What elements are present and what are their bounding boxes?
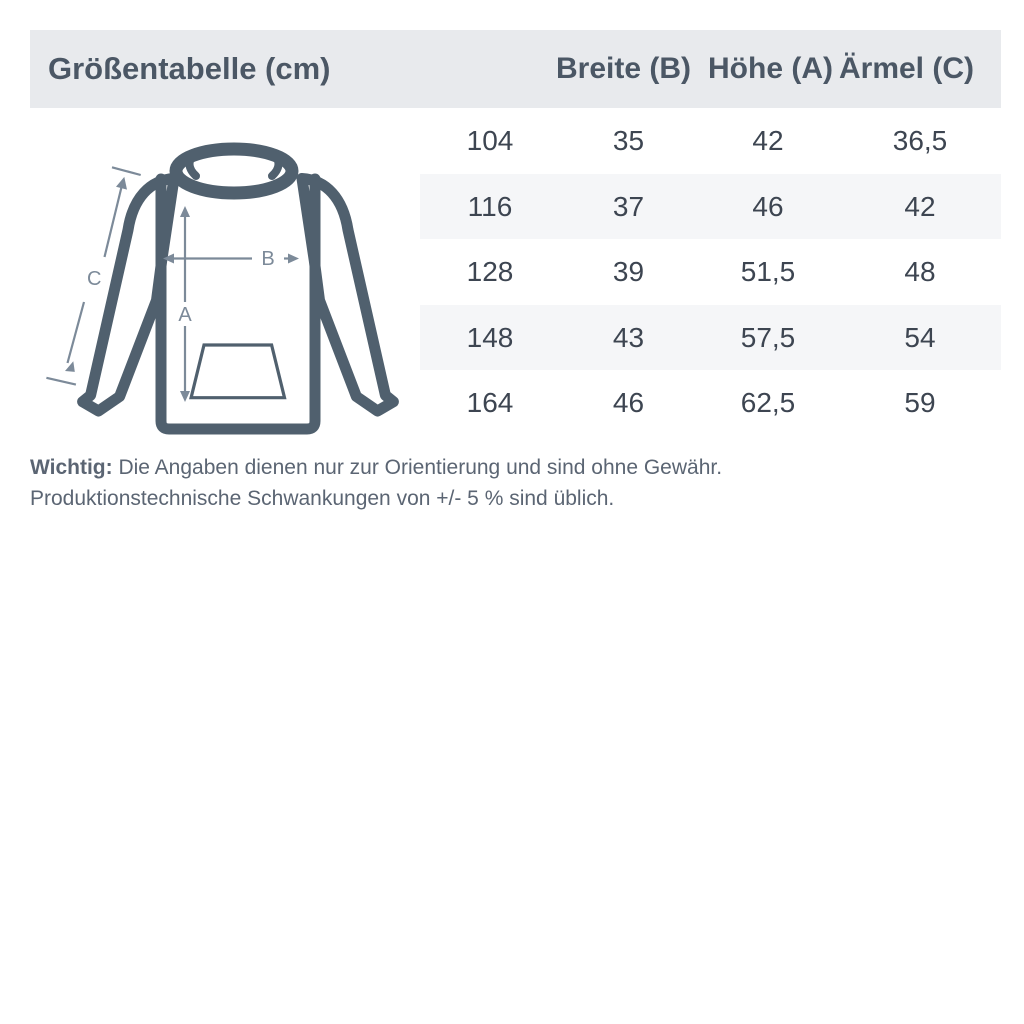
- svg-text:B: B: [261, 248, 274, 270]
- svg-text:A: A: [178, 304, 192, 326]
- svg-text:C: C: [87, 268, 101, 290]
